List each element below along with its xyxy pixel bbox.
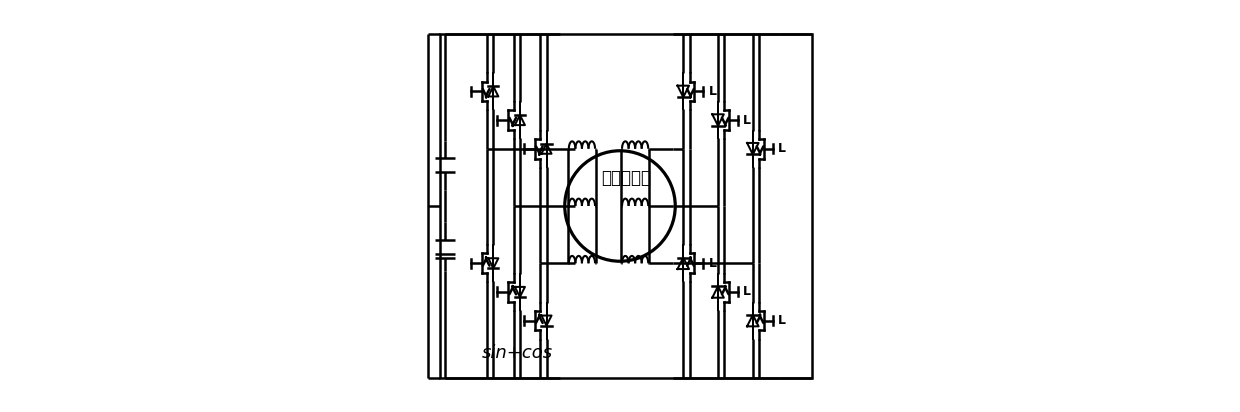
Text: L: L <box>708 257 717 270</box>
Text: L: L <box>777 314 786 327</box>
Text: sin+cos: sin+cos <box>482 344 553 362</box>
Text: L: L <box>708 85 717 98</box>
Text: 双三相定子: 双三相定子 <box>601 169 651 187</box>
Text: L: L <box>743 114 751 126</box>
Text: L: L <box>743 286 751 298</box>
Bar <box>440 34 812 378</box>
Text: L: L <box>777 142 786 155</box>
